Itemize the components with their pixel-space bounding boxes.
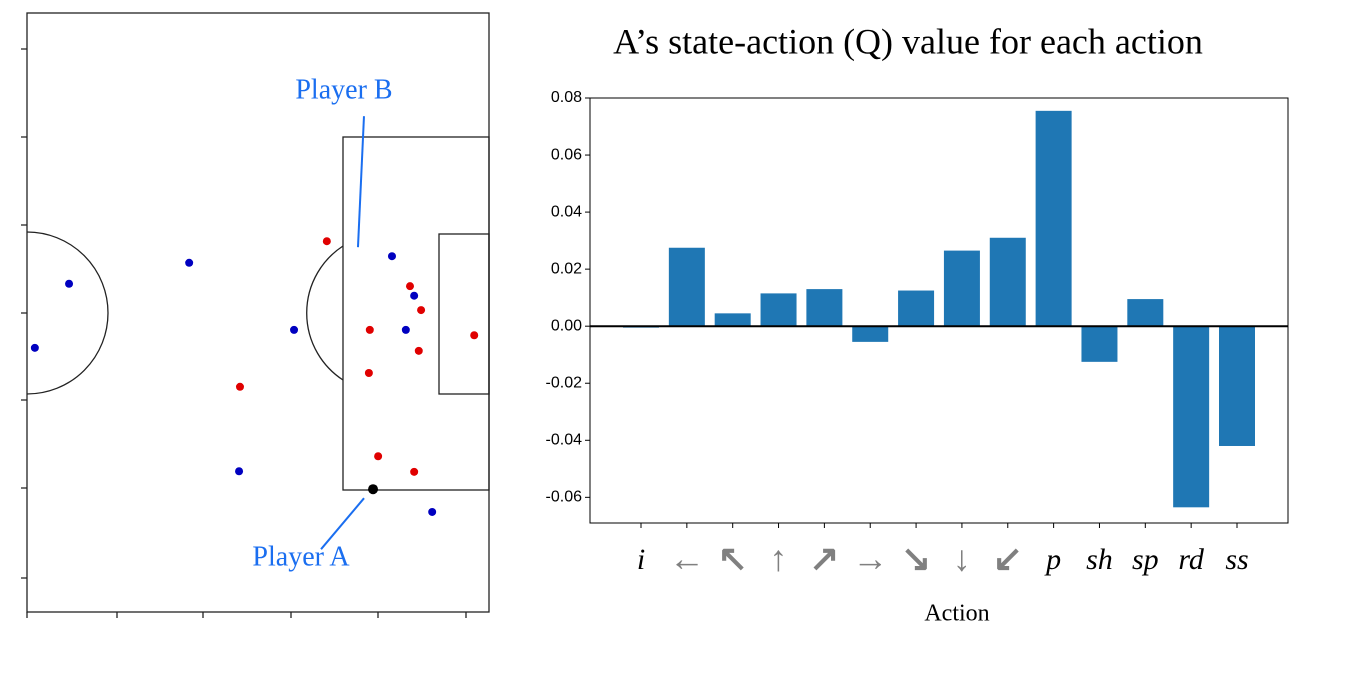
annotation-label: Player B xyxy=(295,75,392,106)
annotation-line xyxy=(356,116,365,248)
x-axis-label: Action xyxy=(924,601,989,627)
bar xyxy=(668,247,705,327)
plot-frame xyxy=(589,97,1289,524)
bar xyxy=(1173,326,1210,508)
y-tick-label: 0.02 xyxy=(551,260,582,277)
goal-box xyxy=(438,233,490,395)
player xyxy=(410,467,419,476)
ticks xyxy=(21,48,467,618)
y-tick-label: 0.06 xyxy=(551,146,582,163)
y-tick-label: -0.04 xyxy=(546,432,583,449)
player xyxy=(387,252,396,261)
player xyxy=(374,452,383,461)
player xyxy=(417,306,426,315)
bar xyxy=(1127,299,1164,327)
player xyxy=(410,291,419,300)
player xyxy=(30,343,39,352)
player xyxy=(368,484,379,495)
player xyxy=(185,258,194,267)
player xyxy=(365,325,374,334)
player xyxy=(65,279,74,288)
player xyxy=(235,382,244,391)
annotation-line xyxy=(320,497,365,550)
x-tick-label: p xyxy=(1044,543,1061,576)
chart-title: A’s state-action (Q) value for each acti… xyxy=(613,21,1203,61)
x-tick-label: sp xyxy=(1132,543,1159,576)
bar xyxy=(898,290,935,327)
pitch xyxy=(21,12,490,618)
player xyxy=(405,282,414,291)
bar xyxy=(1219,326,1255,446)
bar xyxy=(806,289,843,327)
x-tick-label: ↑ xyxy=(770,538,788,578)
x-tick-label: ← xyxy=(669,538,705,578)
centre-circle xyxy=(26,231,109,395)
player xyxy=(414,346,423,355)
penalty-arc xyxy=(306,245,344,381)
player xyxy=(428,507,437,516)
x-tick-label: → xyxy=(852,538,888,578)
y-tick-label: 0.08 xyxy=(551,89,582,106)
x-tick-label: ↘ xyxy=(901,538,931,578)
x-tick-label: sh xyxy=(1086,543,1113,576)
annotation-label: Player A xyxy=(252,542,350,573)
player xyxy=(401,325,410,334)
player xyxy=(290,325,299,334)
bar xyxy=(852,326,889,342)
bar xyxy=(943,250,980,327)
penalty-box xyxy=(342,136,490,491)
x-tick-label: rd xyxy=(1178,543,1205,576)
bar xyxy=(714,313,751,327)
x-tick-label: ↗ xyxy=(809,538,839,578)
player xyxy=(322,237,331,246)
bar xyxy=(1035,110,1072,327)
bar xyxy=(989,237,1026,327)
player xyxy=(235,467,244,476)
player xyxy=(364,368,373,377)
y-tick-label: -0.06 xyxy=(546,489,583,506)
x-tick-label: ss xyxy=(1225,543,1248,576)
x-tick-label: ↓ xyxy=(953,538,971,578)
x-tick-label: i xyxy=(637,543,645,576)
y-tick-label: -0.02 xyxy=(546,374,583,391)
y-tick-label: 0.00 xyxy=(551,317,582,334)
y-tick-label: 0.04 xyxy=(551,203,582,220)
x-tick-label: ↙ xyxy=(993,538,1023,578)
x-tick-label: ↖ xyxy=(718,538,748,578)
bar xyxy=(1081,326,1118,362)
player xyxy=(470,331,479,340)
bar xyxy=(760,293,797,327)
